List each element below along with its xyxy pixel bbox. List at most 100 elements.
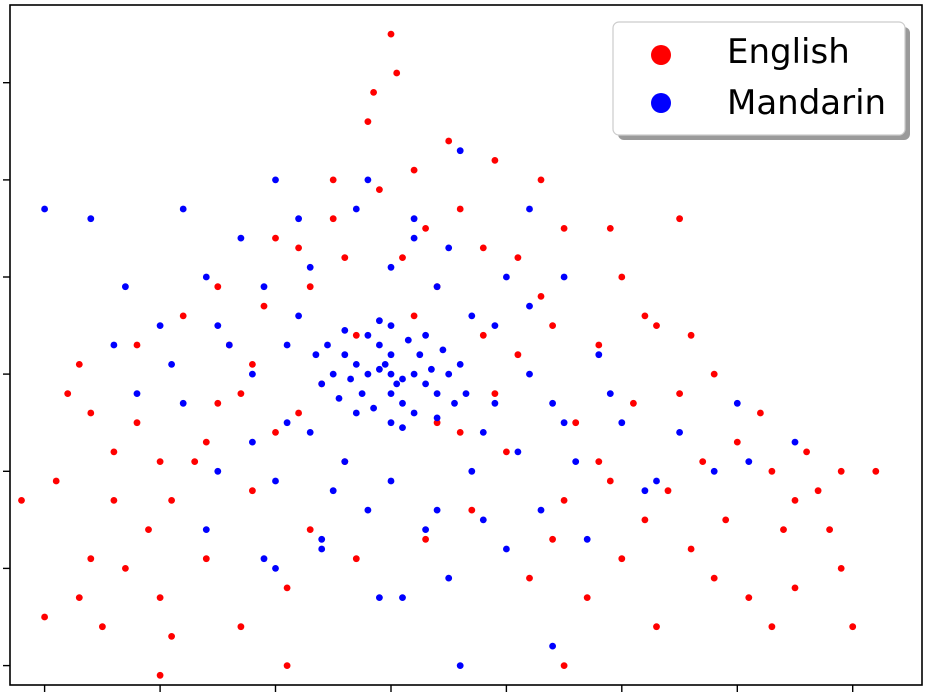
point-english [283,584,291,592]
axis-ticks [3,81,854,692]
point-mandarin [468,467,476,475]
point-english [630,399,637,407]
point-mandarin [318,380,326,388]
point-english [295,409,302,417]
point-english [133,341,141,349]
point-english [295,244,302,252]
point-english [791,497,799,504]
point-english [456,429,464,436]
point-mandarin [560,419,568,427]
point-english [283,662,291,669]
point-english [370,89,377,96]
point-english [560,225,568,232]
point-english [110,497,118,504]
point-mandarin [387,419,395,427]
point-english [99,623,106,631]
point-mandarin [526,205,533,213]
point-mandarin [110,341,118,349]
point-mandarin [341,458,349,465]
point-mandarin [352,361,360,368]
point-english [791,584,799,592]
point-english [110,448,118,456]
point-english [595,341,603,349]
point-english [393,69,401,77]
point-english [75,594,83,601]
point-english [87,409,95,417]
point-english [18,497,25,504]
point-english [456,205,464,213]
point-mandarin [456,662,464,669]
point-mandarin [376,594,383,601]
point-mandarin [439,346,447,354]
point-english [272,429,279,436]
point-english [664,487,672,495]
point-mandarin [249,370,256,378]
point-english [687,545,695,553]
point-english [133,419,141,427]
point-english [249,361,256,368]
point-english [260,302,268,310]
point-mandarin [347,375,354,383]
point-english [202,555,210,563]
point-mandarin [312,351,320,359]
point-mandarin [399,399,406,407]
point-mandarin [364,506,372,514]
point-mandarin [225,341,233,349]
point-english [168,633,176,640]
point-english [560,497,568,504]
point-mandarin [526,370,533,378]
plot-frame [9,4,923,686]
point-english [641,312,649,320]
point-mandarin [202,273,210,281]
point-english [410,312,418,320]
point-mandarin [428,365,435,373]
point-mandarin [387,390,395,397]
point-english [376,186,383,194]
point-mandarin [526,302,533,310]
point-mandarin [318,545,326,553]
point-mandarin [503,273,510,281]
point-mandarin [306,429,314,436]
point-mandarin [306,263,314,271]
point-english [849,623,857,631]
point-english [272,234,279,242]
point-english [156,671,164,679]
point-english [237,623,245,631]
point-mandarin [352,205,360,213]
point-mandarin [445,370,453,378]
point-mandarin [295,312,302,320]
point-english [583,594,591,601]
point-mandarin [41,205,48,213]
point-mandarin [479,429,487,436]
point-mandarin [272,176,279,184]
point-english [837,467,845,475]
point-english [503,448,510,456]
point-mandarin [381,361,389,368]
point-mandarin [260,555,268,563]
point-english [537,293,545,300]
point-english [52,477,60,485]
point-english [410,166,418,174]
point-mandarin [404,336,412,344]
point-mandarin [335,395,343,402]
point-mandarin [606,390,614,397]
point-english [329,215,337,223]
point-mandarin [272,477,279,485]
point-mandarin [283,341,291,349]
point-mandarin [341,351,349,359]
point-english [826,526,833,533]
point-english [549,322,556,329]
legend-marker-english [651,45,671,65]
point-mandarin [618,419,626,427]
point-mandarin [387,263,395,271]
point-english [872,467,880,475]
point-mandarin [376,365,383,373]
point-mandarin [393,380,401,388]
point-mandarin [318,535,326,543]
point-mandarin [549,642,556,650]
point-mandarin [456,361,464,368]
point-english [87,555,95,563]
point-mandarin [364,370,372,378]
point-english [653,623,660,631]
